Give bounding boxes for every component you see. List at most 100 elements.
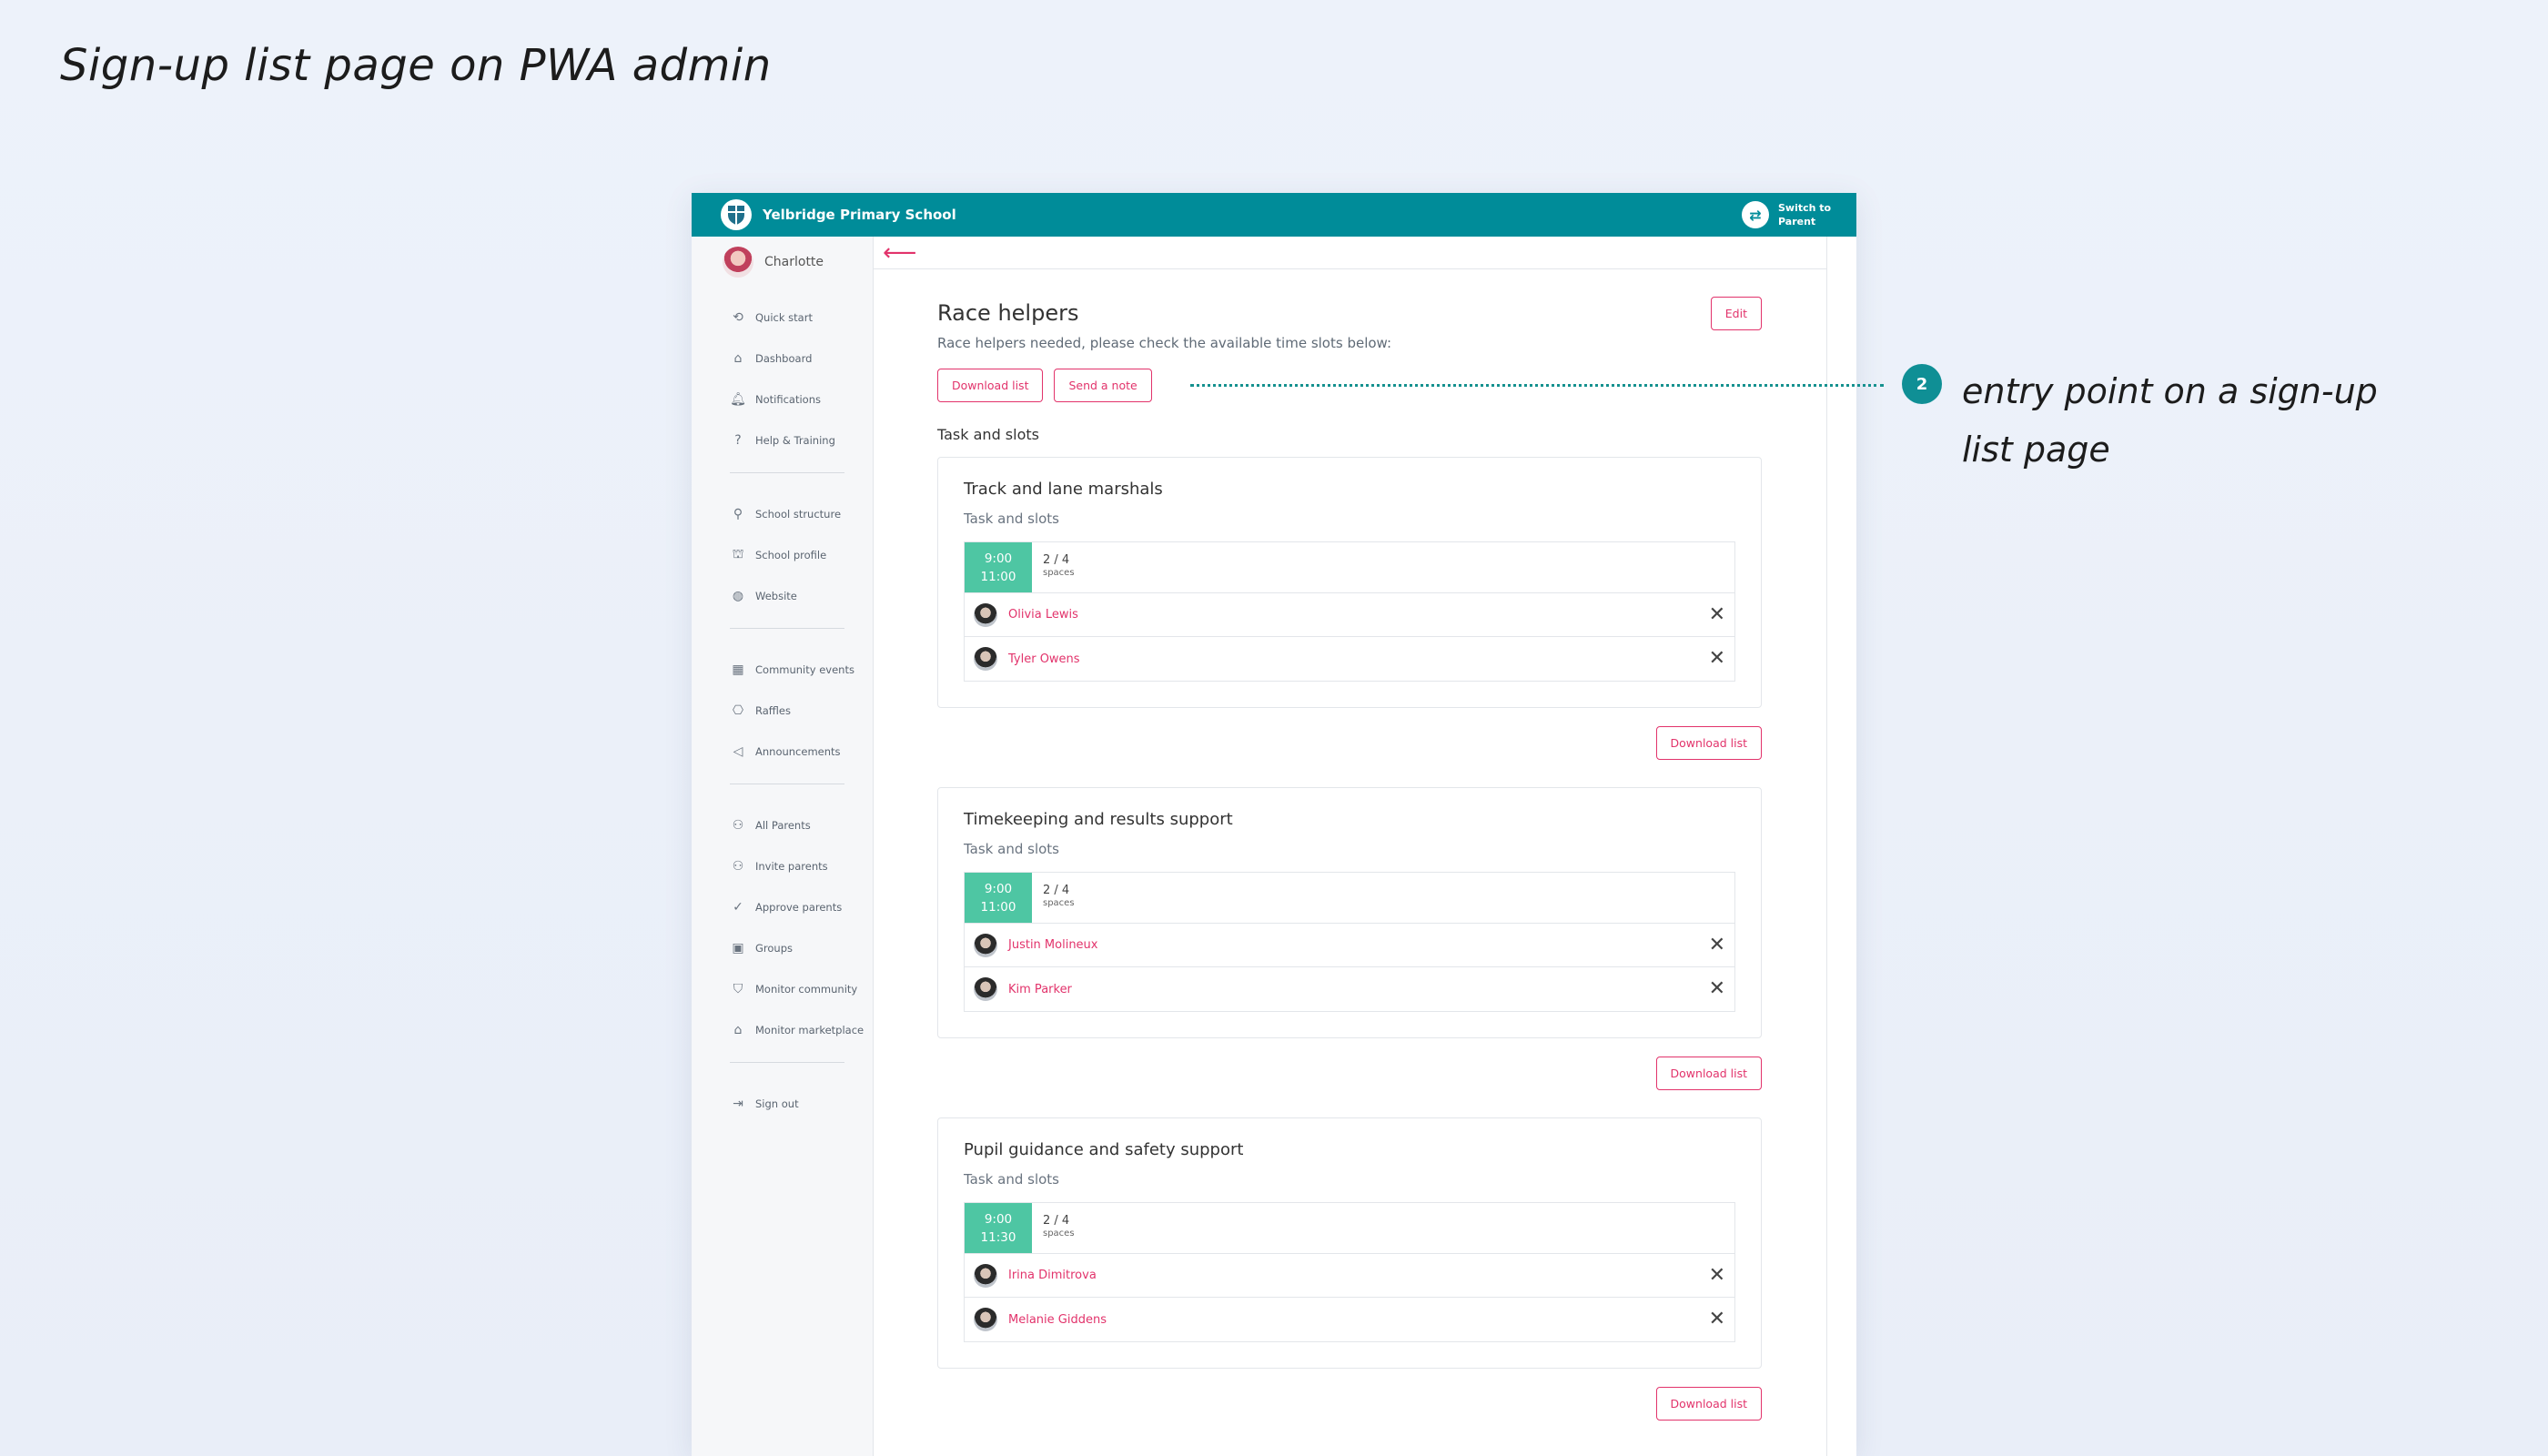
list-item: Tyler Owens ✕ (965, 637, 1734, 681)
switch-to-parent-button[interactable]: ⇄ Switch to Parent (1742, 201, 1833, 228)
sidebar-item-label: Dashboard (755, 351, 813, 365)
person-name-link[interactable]: Irina Dimitrova (1008, 1269, 1097, 1282)
download-list-button[interactable]: Download list (1655, 1057, 1762, 1090)
parents-icon: ⚇ (732, 817, 744, 833)
time-slot: 9:00 11:00 2 / 4 spaces Olivia Lewis ✕ T… (964, 541, 1735, 682)
close-icon[interactable]: ✕ (1708, 933, 1725, 956)
top-bar: Yelbridge Primary School ⇄ Switch to Par… (692, 193, 1856, 237)
slot-time: 9:00 11:00 (965, 542, 1032, 592)
sidebar-item-school-structure[interactable]: ⚲ School structure (692, 493, 873, 534)
slot-count-value: 2 / 4 (1043, 1214, 1070, 1228)
app-window: Yelbridge Primary School ⇄ Switch to Par… (692, 193, 1856, 1456)
sidebar-item-dashboard[interactable]: ⌂ Dashboard (692, 338, 873, 379)
sidebar-item-sign-out[interactable]: ⇥ Sign out (692, 1083, 873, 1124)
sidebar-item-help-training[interactable]: ? Help & Training (692, 420, 873, 460)
sidebar-item-label: Groups (755, 941, 794, 955)
download-list-button[interactable]: Download list (1655, 726, 1762, 760)
person-name-link[interactable]: Justin Molineux (1008, 938, 1098, 952)
person-name-link[interactable]: Kim Parker (1008, 982, 1072, 996)
task-title: Track and lane marshals (964, 480, 1163, 499)
edit-button[interactable]: Edit (1710, 297, 1762, 330)
task-card: Track and lane marshals Task and slots 9… (937, 457, 1762, 708)
time-slot: 9:00 11:30 2 / 4 spaces Irina Dimitrova … (964, 1202, 1735, 1342)
annotation-connector (1190, 384, 1884, 387)
download-list-button[interactable]: Download list (1655, 1387, 1762, 1421)
switch-icon: ⇄ (1742, 201, 1769, 228)
task-subtitle: Task and slots (964, 511, 1059, 527)
person-name-link[interactable]: Melanie Giddens (1008, 1312, 1107, 1327)
person-name-link[interactable]: Olivia Lewis (1008, 608, 1078, 622)
sidebar-item-monitor-marketplace[interactable]: ⌂ Monitor marketplace (692, 1009, 873, 1050)
avatar (974, 647, 997, 671)
sidebar-item-announcements[interactable]: ◁ Announcements (692, 731, 873, 772)
bell-icon: 🔔︎ (730, 391, 746, 407)
home-icon: ⌂ (733, 350, 743, 366)
sidebar-divider (730, 628, 844, 629)
person-name-link[interactable]: Tyler Owens (1008, 652, 1080, 666)
slot-end: 11:00 (980, 569, 1016, 584)
list-item: Irina Dimitrova ✕ (965, 1254, 1734, 1298)
sidebar-item-raffles[interactable]: ⎔ Raffles (692, 690, 873, 731)
download-list-button[interactable]: Download list (937, 369, 1044, 402)
page-subtitle: Race helpers needed, please check the av… (937, 335, 1392, 351)
sidebar-item-label: Approve parents (755, 900, 843, 914)
avatar (974, 1308, 997, 1331)
close-icon[interactable]: ✕ (1708, 602, 1725, 626)
task-subtitle: Task and slots (964, 841, 1059, 857)
user-name: Charlotte (764, 255, 824, 269)
content: Race helpers Edit Race helpers needed, p… (874, 269, 1762, 1421)
avatar (723, 247, 753, 278)
sign-out-icon: ⇥ (733, 1096, 743, 1111)
sidebar-item-invite-parents[interactable]: ⚇ Invite parents (692, 845, 873, 886)
sidebar-item-quick-start[interactable]: ⟲ Quick start (692, 297, 873, 338)
close-icon[interactable]: ✕ (1708, 1308, 1725, 1330)
calendar-icon: ▦ (732, 662, 744, 677)
sidebar-item-all-parents[interactable]: ⚇ All Parents (692, 804, 873, 845)
sidebar-item-website[interactable]: ◍ Website (692, 575, 873, 616)
school-crest-icon (728, 206, 744, 225)
slot-count-unit: spaces (1043, 1228, 1075, 1239)
close-icon[interactable]: ✕ (1708, 1263, 1725, 1287)
sidebar-item-label: Sign out (755, 1097, 799, 1110)
sidebar-item-label: Announcements (755, 744, 841, 758)
slot-start: 9:00 (984, 1211, 1013, 1227)
list-item: Justin Molineux ✕ (965, 924, 1734, 967)
back-row: ⟵ (874, 237, 1826, 269)
task-card: Timekeeping and results support Task and… (937, 787, 1762, 1038)
slot-count-unit: spaces (1043, 568, 1075, 578)
slot-count-value: 2 / 4 (1043, 553, 1070, 567)
user-profile[interactable]: Charlotte (692, 237, 873, 288)
send-note-button[interactable]: Send a note (1054, 369, 1152, 402)
sidebar-item-groups[interactable]: ▣ Groups (692, 927, 873, 968)
task-title: Timekeeping and results support (964, 810, 1233, 829)
task-card: Pupil guidance and safety support Task a… (937, 1117, 1762, 1369)
sidebar-item-label: Help & Training (755, 433, 835, 447)
back-arrow-icon[interactable]: ⟵ (883, 238, 917, 267)
sidebar-item-label: Quick start (755, 310, 813, 324)
sidebar-item-notifications[interactable]: 🔔︎ Notifications (692, 379, 873, 420)
sidebar-item-school-profile[interactable]: ⛫ School profile (692, 534, 873, 575)
sidebar-item-monitor-community[interactable]: ⛉ Monitor community (692, 968, 873, 1009)
sidebar-item-community-events[interactable]: ▦ Community events (692, 649, 873, 690)
close-icon[interactable]: ✕ (1708, 977, 1725, 1000)
sidebar-item-approve-parents[interactable]: ✓ Approve parents (692, 886, 873, 927)
task-title: Pupil guidance and safety support (964, 1140, 1244, 1159)
card-footer: Download list (937, 726, 1762, 760)
close-icon[interactable]: ✕ (1708, 647, 1725, 670)
sidebar-divider (730, 472, 844, 473)
slot-start: 9:00 (984, 881, 1013, 896)
slot-header: 9:00 11:00 2 / 4 spaces (965, 873, 1734, 924)
sidebar-item-label: Raffles (755, 703, 791, 717)
sidebar-item-label: Notifications (755, 392, 821, 406)
slot-start: 9:00 (984, 551, 1013, 566)
sidebar-item-label: School profile (755, 548, 827, 561)
school-icon: ⛫ (732, 546, 744, 561)
sidebar-item-label: Monitor community (755, 982, 858, 996)
page-title: Race helpers (937, 300, 1079, 326)
slot-end: 11:00 (980, 899, 1016, 915)
store-icon: ⌂ (733, 1022, 743, 1037)
slide-title: Sign-up list page on PWA admin (60, 40, 772, 91)
slot-end: 11:30 (980, 1229, 1016, 1245)
slot-count: 2 / 4 spaces (1032, 542, 1075, 592)
shield-icon: ⛉ (733, 981, 743, 996)
